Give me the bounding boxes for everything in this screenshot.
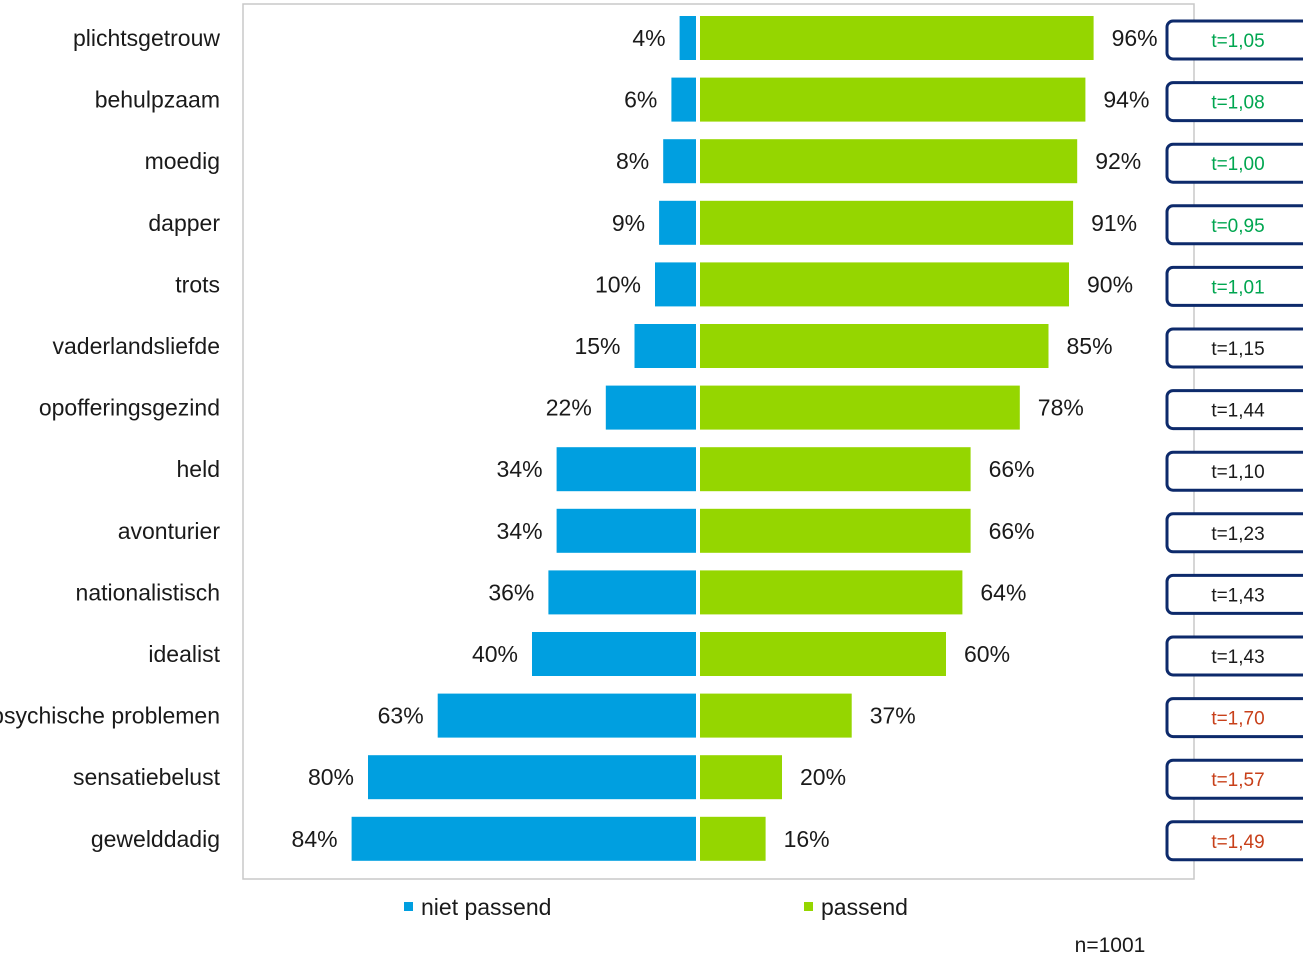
bar-passend xyxy=(700,509,971,553)
category-label: held xyxy=(177,456,220,482)
data-label-niet-passend: 9% xyxy=(612,210,645,236)
legend-label: passend xyxy=(821,894,908,920)
data-label-niet-passend: 63% xyxy=(378,703,424,729)
bar-passend xyxy=(700,817,766,861)
data-label-passend: 64% xyxy=(980,579,1026,605)
category-label: plichtsgetrouw xyxy=(73,25,220,51)
t-value-label: t=1,15 xyxy=(1211,339,1264,360)
bar-niet-passend xyxy=(438,694,696,738)
category-label: nationalistisch xyxy=(76,579,220,605)
bar-niet-passend xyxy=(557,447,696,491)
bar-niet-passend xyxy=(352,817,696,861)
category-label: moedig xyxy=(145,148,220,174)
category-labels: plichtsgetrouw behulpzaam moedig dapper trot… xyxy=(0,25,221,852)
t-value-label: t=1,10 xyxy=(1211,462,1264,483)
data-label-niet-passend: 22% xyxy=(546,395,592,421)
t-value-label: t=1,44 xyxy=(1211,401,1265,422)
data-label-niet-passend: 84% xyxy=(292,826,338,852)
t-value-label: t=1,01 xyxy=(1211,277,1264,298)
bar-niet-passend xyxy=(557,509,696,553)
category-label: vaderlandsliefde xyxy=(52,333,220,359)
data-label-passend: 20% xyxy=(800,764,846,790)
data-label-passend: 94% xyxy=(1103,87,1149,113)
bar-niet-passend xyxy=(548,570,696,614)
t-value-label: t=1,43 xyxy=(1211,585,1264,606)
category-label: psychische problemen xyxy=(0,703,220,729)
bar-niet-passend xyxy=(532,632,696,676)
data-label-niet-passend: 10% xyxy=(595,271,641,297)
category-label: sensatiebelust xyxy=(73,764,221,790)
t-value-label: t=1,05 xyxy=(1211,31,1264,52)
data-label-niet-passend: 8% xyxy=(616,148,649,174)
bar-niet-passend xyxy=(659,201,696,245)
bar-niet-passend xyxy=(671,78,696,122)
category-label: behulpzaam xyxy=(95,87,220,113)
data-label-niet-passend: 36% xyxy=(488,579,534,605)
sample-size-label: n=1001 xyxy=(1075,934,1146,956)
bar-passend xyxy=(700,632,946,676)
data-label-passend: 90% xyxy=(1087,271,1133,297)
data-label-passend: 92% xyxy=(1095,148,1141,174)
data-label-niet-passend: 15% xyxy=(574,333,620,359)
t-value-label: t=1,00 xyxy=(1211,154,1264,175)
bar-niet-passend xyxy=(655,262,696,306)
data-label-passend: 85% xyxy=(1067,333,1113,359)
t-value-label: t=1,70 xyxy=(1211,709,1264,730)
bar-niet-passend xyxy=(663,139,696,183)
bar-passend xyxy=(700,755,782,799)
t-value-label: t=0,95 xyxy=(1211,216,1264,237)
bar-niet-passend xyxy=(368,755,696,799)
bar-niet-passend xyxy=(680,16,696,60)
t-value-label: t=1,49 xyxy=(1211,832,1264,853)
category-label: avonturier xyxy=(118,518,221,544)
legend-swatch xyxy=(404,902,413,911)
bar-niet-passend xyxy=(606,386,696,430)
data-label-niet-passend: 4% xyxy=(632,25,665,51)
data-label-niet-passend: 34% xyxy=(497,456,543,482)
data-label-passend: 66% xyxy=(989,456,1035,482)
bar-passend xyxy=(700,16,1094,60)
bar-passend xyxy=(700,262,1069,306)
data-label-passend: 60% xyxy=(964,641,1010,667)
plot-frame xyxy=(243,4,1194,879)
legend-swatch xyxy=(804,902,813,911)
data-label-niet-passend: 34% xyxy=(497,518,543,544)
category-label: gewelddadig xyxy=(91,826,220,852)
data-label-passend: 66% xyxy=(989,518,1035,544)
t-value-label: t=1,23 xyxy=(1211,524,1264,545)
t-value-label: t=1,57 xyxy=(1211,770,1264,791)
bar-niet-passend xyxy=(635,324,697,368)
data-label-passend: 96% xyxy=(1112,25,1158,51)
category-label: idealist xyxy=(148,641,220,667)
data-label-passend: 37% xyxy=(870,703,916,729)
data-label-niet-passend: 6% xyxy=(624,87,657,113)
data-label-passend: 16% xyxy=(784,826,830,852)
bar-passend xyxy=(700,447,971,491)
bar-passend xyxy=(700,78,1085,122)
t-value-label: t=1,43 xyxy=(1211,647,1264,668)
t-value-label: t=1,08 xyxy=(1211,93,1264,114)
bar-passend xyxy=(700,386,1020,430)
data-label-passend: 91% xyxy=(1091,210,1137,236)
data-label-passend: 78% xyxy=(1038,395,1084,421)
data-label-niet-passend: 80% xyxy=(308,764,354,790)
category-label: opofferingsgezind xyxy=(39,395,220,421)
bar-passend xyxy=(700,201,1073,245)
bar-passend xyxy=(700,570,962,614)
bar-passend xyxy=(700,139,1077,183)
data-label-niet-passend: 40% xyxy=(472,641,518,667)
legend-label: niet passend xyxy=(421,894,551,920)
category-label: trots xyxy=(175,271,220,297)
legend: niet passend passend xyxy=(404,894,908,920)
category-label: dapper xyxy=(148,210,220,236)
bar-passend xyxy=(700,324,1049,368)
bar-passend xyxy=(700,694,852,738)
